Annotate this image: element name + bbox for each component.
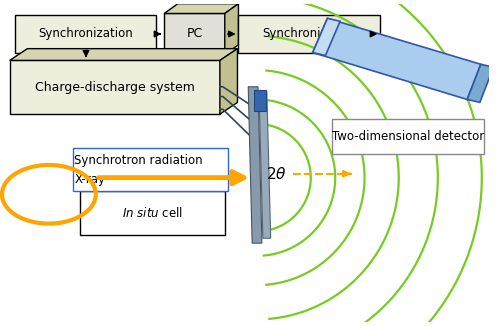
Polygon shape	[238, 15, 380, 52]
Polygon shape	[14, 15, 156, 52]
Polygon shape	[10, 60, 220, 114]
Polygon shape	[220, 49, 238, 114]
Text: Synchronization: Synchronization	[262, 27, 356, 40]
Polygon shape	[74, 148, 228, 191]
Text: $2\theta$: $2\theta$	[266, 166, 286, 182]
Text: Synchronization: Synchronization	[38, 27, 133, 40]
Polygon shape	[312, 18, 340, 55]
Polygon shape	[312, 18, 481, 99]
Text: PC: PC	[186, 27, 202, 40]
Text: Synchrotron radiation: Synchrotron radiation	[74, 154, 203, 167]
Text: X-ray: X-ray	[74, 173, 106, 186]
Polygon shape	[10, 49, 237, 60]
Polygon shape	[80, 191, 225, 235]
Text: Charge-discharge system: Charge-discharge system	[35, 81, 195, 94]
Polygon shape	[259, 92, 270, 238]
Polygon shape	[164, 4, 238, 13]
Polygon shape	[164, 13, 225, 54]
Text: Two-dimensional detector: Two-dimensional detector	[332, 130, 484, 143]
Polygon shape	[248, 87, 262, 243]
Text: $\it{In\ situ}$ cell: $\it{In\ situ}$ cell	[122, 206, 183, 220]
Polygon shape	[254, 90, 266, 111]
Polygon shape	[332, 119, 484, 154]
Polygon shape	[225, 4, 238, 54]
Polygon shape	[467, 64, 493, 102]
